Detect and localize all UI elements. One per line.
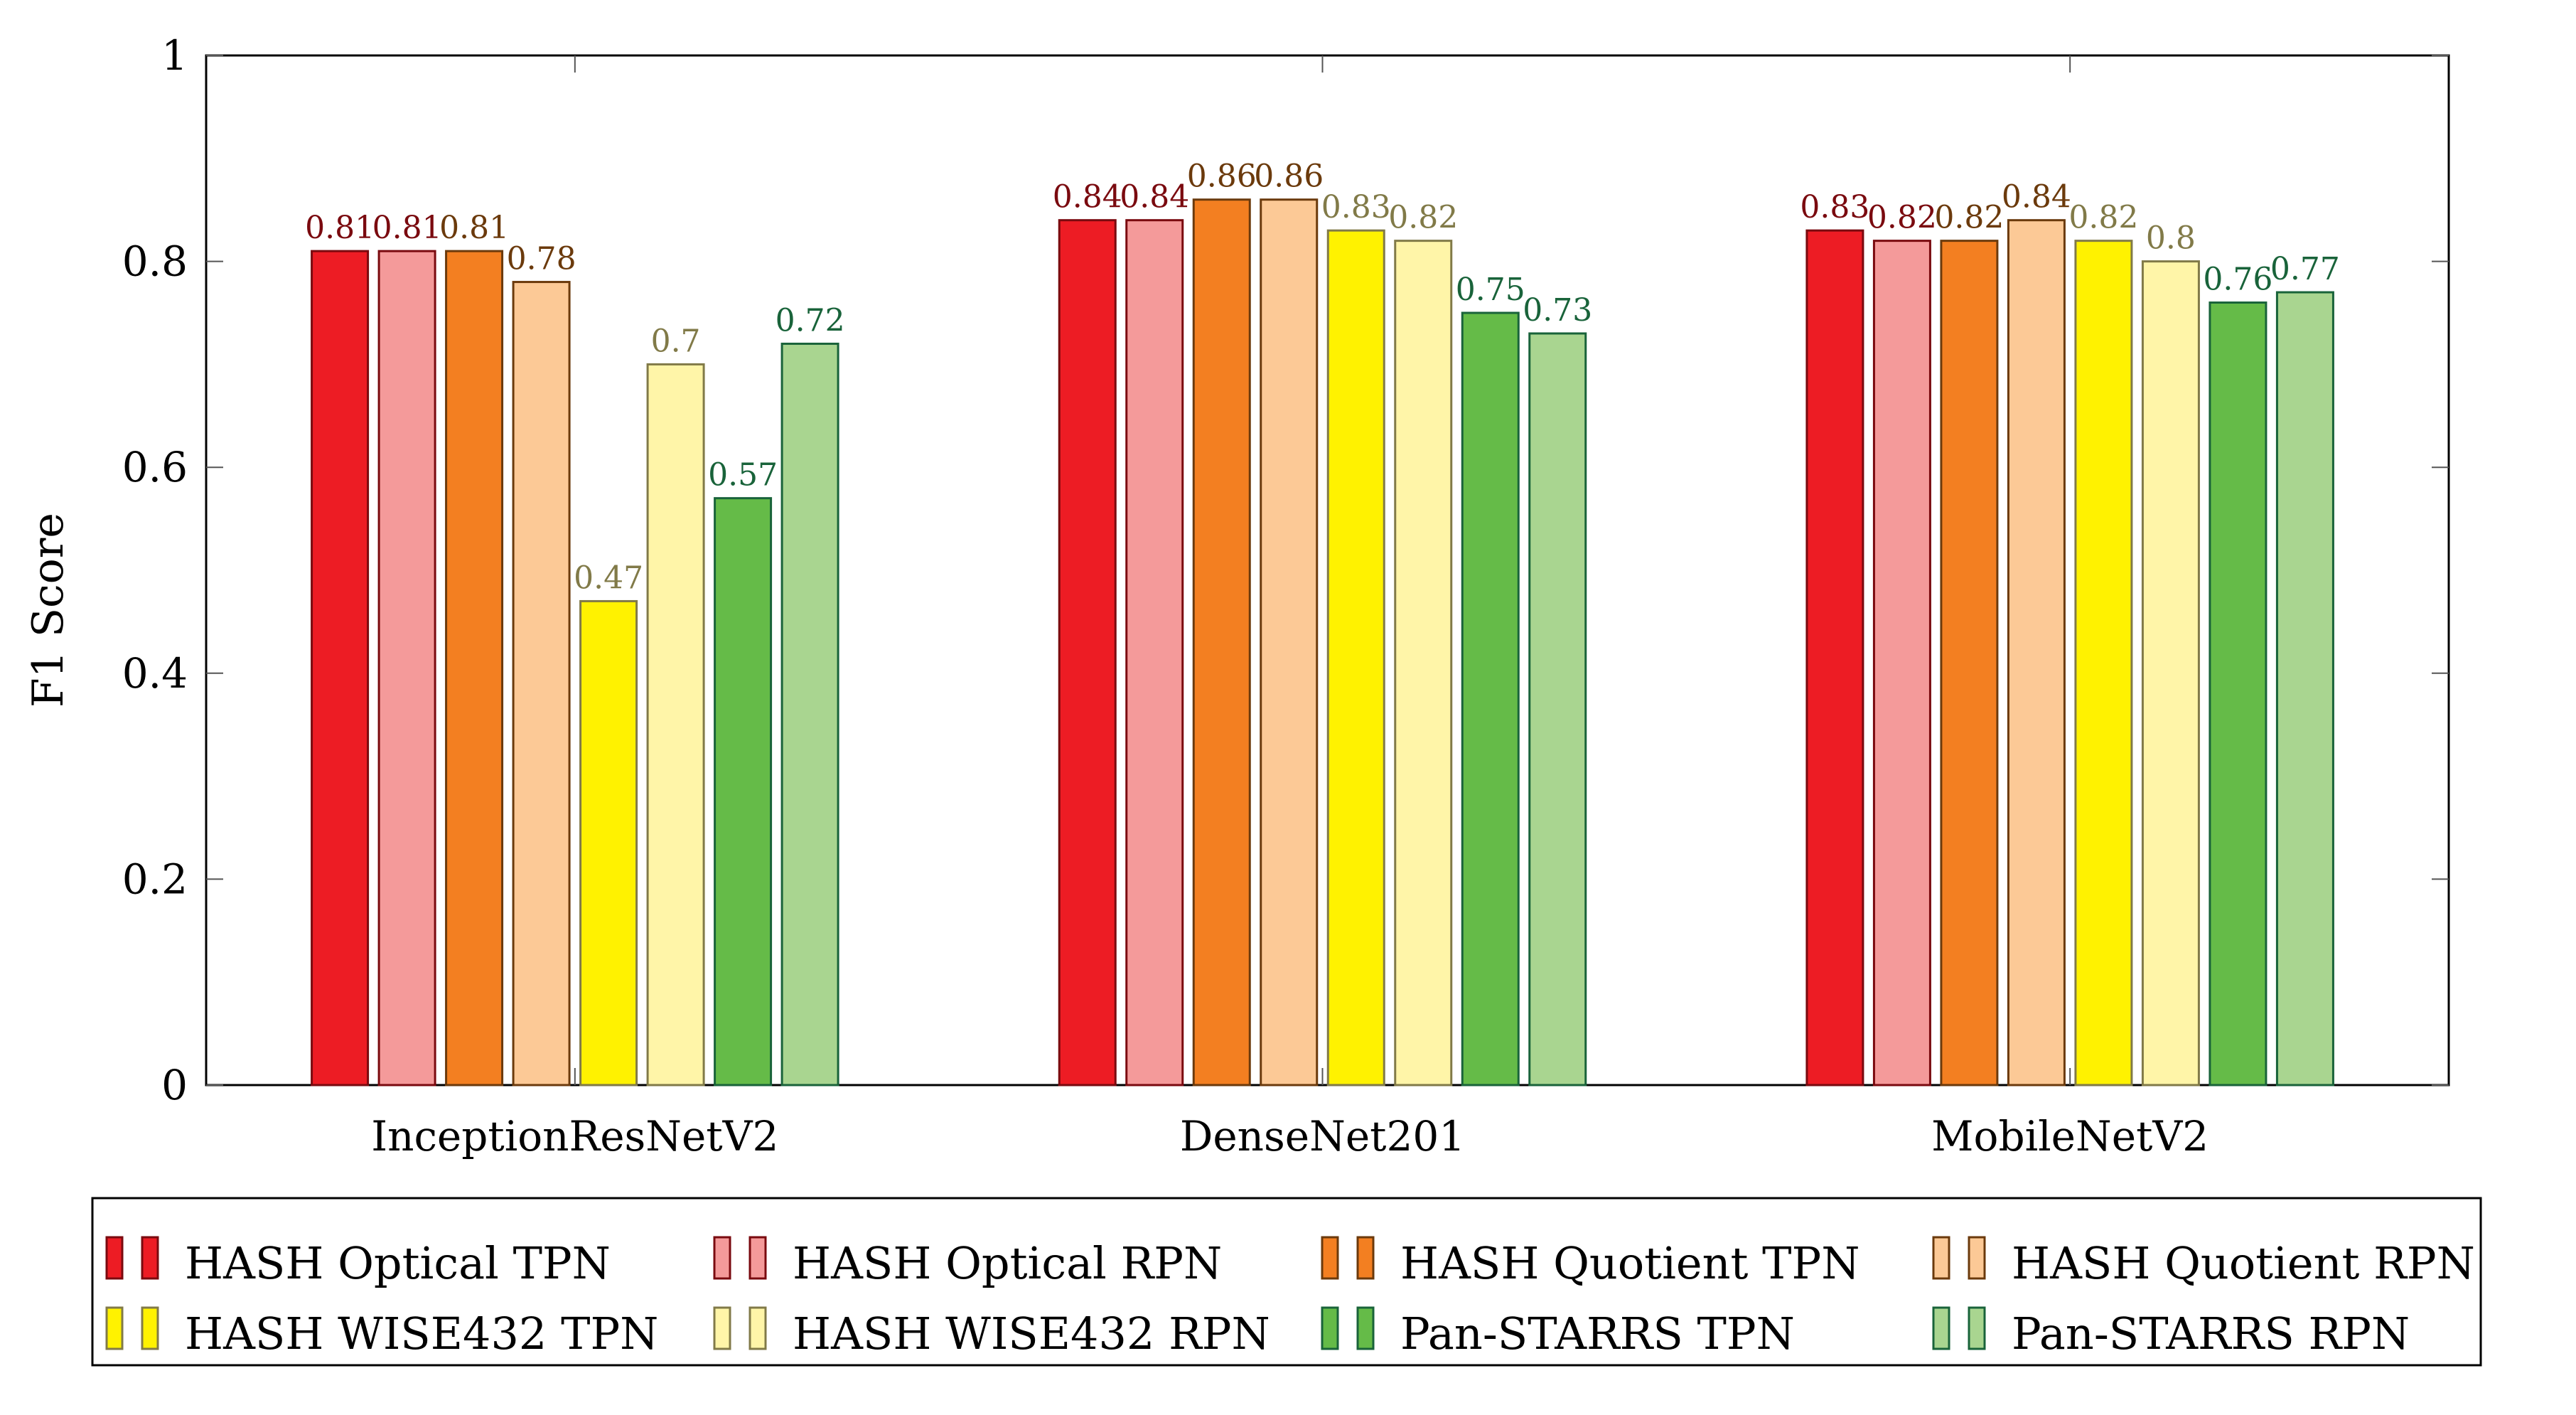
x-tick-label: MobileNetV2 [1931, 1112, 2209, 1160]
legend-label: Pan-STARRS RPN [2012, 1308, 2410, 1360]
legend-label: HASH Optical TPN [185, 1237, 611, 1289]
bar-hash-wise432-rpn-inceptionresnetv2 [646, 363, 705, 1086]
legend-swatch [1932, 1236, 1950, 1280]
bar-value-label: 0.82 [1934, 200, 2004, 236]
legend-box [91, 1197, 2482, 1367]
legend-swatch [1968, 1306, 1986, 1350]
bar-value-label: 0.83 [1321, 189, 1391, 225]
legend-swatch [141, 1236, 159, 1280]
bar-value-label: 0.84 [1120, 179, 1189, 215]
bar-value-label: 0.72 [776, 302, 845, 338]
bar-hash-optical-tpn-densenet201 [1058, 219, 1117, 1086]
bar-pan-starrs-tpn-mobilenetv2 [2209, 301, 2268, 1086]
legend-label: HASH Optical RPN [793, 1237, 1222, 1289]
bar-value-label: 0.77 [2270, 251, 2340, 287]
x-tick-label: DenseNet201 [1180, 1112, 1465, 1160]
bar-value-label: 0.7 [651, 323, 701, 359]
bar-hash-optical-tpn-mobilenetv2 [1805, 229, 1864, 1086]
bar-labels: 0.810.810.810.780.470.70.570.720.840.840… [305, 159, 2340, 597]
legend-swatch [141, 1306, 159, 1350]
bar-hash-wise432-tpn-mobilenetv2 [2074, 240, 2133, 1086]
bar-pan-starrs-rpn-mobilenetv2 [2275, 291, 2334, 1086]
y-tick-label: 1 [161, 31, 188, 80]
legend-swatch [1321, 1236, 1339, 1280]
legend-swatch [105, 1236, 124, 1280]
bar-value-label: 0.57 [708, 457, 778, 493]
bar-value-label: 0.86 [1187, 159, 1257, 195]
bar-pan-starrs-tpn-inceptionresnetv2 [714, 497, 773, 1086]
y-axis-title: F1 Score [23, 513, 73, 708]
bar-hash-quotient-rpn-inceptionresnetv2 [512, 281, 571, 1086]
bar-value-label: 0.47 [574, 560, 643, 596]
bar-hash-wise432-rpn-densenet201 [1394, 240, 1453, 1086]
bar-value-label: 0.76 [2203, 262, 2272, 298]
y-tick-label: 0.4 [122, 649, 188, 698]
bar-hash-optical-rpn-mobilenetv2 [1872, 240, 1931, 1086]
bar-hash-quotient-tpn-mobilenetv2 [1940, 240, 1999, 1086]
bar-value-label: 0.81 [372, 210, 442, 246]
bar-value-label: 0.73 [1523, 292, 1592, 329]
bars [311, 198, 2334, 1086]
bar-value-label: 0.81 [305, 210, 375, 246]
bar-hash-optical-rpn-inceptionresnetv2 [377, 250, 436, 1086]
legend-swatch [1968, 1236, 1986, 1280]
bar-value-label: 0.81 [439, 210, 509, 246]
legend: HASH Optical TPN HASH Optical RPN HASH Quo… [91, 1197, 2482, 1367]
legend-swatch [713, 1236, 731, 1280]
bar-value-label: 0.86 [1254, 159, 1324, 195]
legend-label: HASH Quotient TPN [1400, 1237, 1860, 1289]
y-axis: 00.20.40.60.81 [122, 31, 2449, 1109]
x-tick-label: InceptionResNetV2 [371, 1112, 778, 1160]
y-tick-label: 0.8 [122, 237, 188, 286]
bar-value-label: 0.84 [2002, 179, 2071, 215]
y-tick-label: 0 [161, 1061, 188, 1109]
bar-hash-quotient-rpn-mobilenetv2 [2007, 219, 2066, 1086]
y-tick-label: 0.6 [122, 443, 188, 491]
bar-pan-starrs-rpn-densenet201 [1528, 332, 1587, 1086]
bar-hash-quotient-tpn-densenet201 [1192, 198, 1251, 1086]
bar-hash-wise432-tpn-inceptionresnetv2 [579, 599, 638, 1086]
bar-value-label: 0.78 [507, 241, 576, 277]
legend-label: HASH WISE432 RPN [793, 1308, 1270, 1360]
bar-hash-optical-tpn-inceptionresnetv2 [311, 250, 370, 1086]
bar-hash-wise432-tpn-densenet201 [1326, 229, 1385, 1086]
legend-label: Pan-STARRS TPN [1400, 1308, 1795, 1360]
bar-value-label: 0.75 [1456, 272, 1525, 308]
legend-label: HASH Quotient RPN [2012, 1237, 2475, 1289]
bar-value-label: 0.83 [1800, 189, 1869, 225]
bar-value-label: 0.82 [1388, 200, 1458, 236]
bar-pan-starrs-rpn-inceptionresnetv2 [780, 342, 839, 1086]
bar-value-label: 0.82 [1867, 200, 1937, 236]
bar-value-label: 0.84 [1053, 179, 1122, 215]
bar-hash-quotient-tpn-inceptionresnetv2 [445, 250, 504, 1086]
legend-swatch [1321, 1306, 1339, 1350]
y-tick-label: 0.2 [122, 855, 188, 903]
legend-swatch [105, 1306, 124, 1350]
legend-swatch [748, 1306, 767, 1350]
legend-swatch [1356, 1236, 1375, 1280]
bar-hash-optical-rpn-densenet201 [1125, 219, 1184, 1086]
bar-hash-wise432-rpn-mobilenetv2 [2141, 260, 2200, 1086]
bar-hash-quotient-rpn-densenet201 [1260, 198, 1319, 1086]
bar-value-label: 0.82 [2068, 200, 2138, 236]
legend-swatch [1356, 1306, 1375, 1350]
legend-swatch [748, 1236, 767, 1280]
bar-value-label: 0.8 [2146, 220, 2196, 257]
legend-swatch [1932, 1306, 1950, 1350]
x-axis: InceptionResNetV2 DenseNet201 MobileNetV2 [371, 55, 2209, 1160]
legend-label: HASH WISE432 TPN [185, 1308, 658, 1360]
bar-pan-starrs-tpn-densenet201 [1461, 311, 1520, 1086]
legend-swatch [713, 1306, 731, 1350]
